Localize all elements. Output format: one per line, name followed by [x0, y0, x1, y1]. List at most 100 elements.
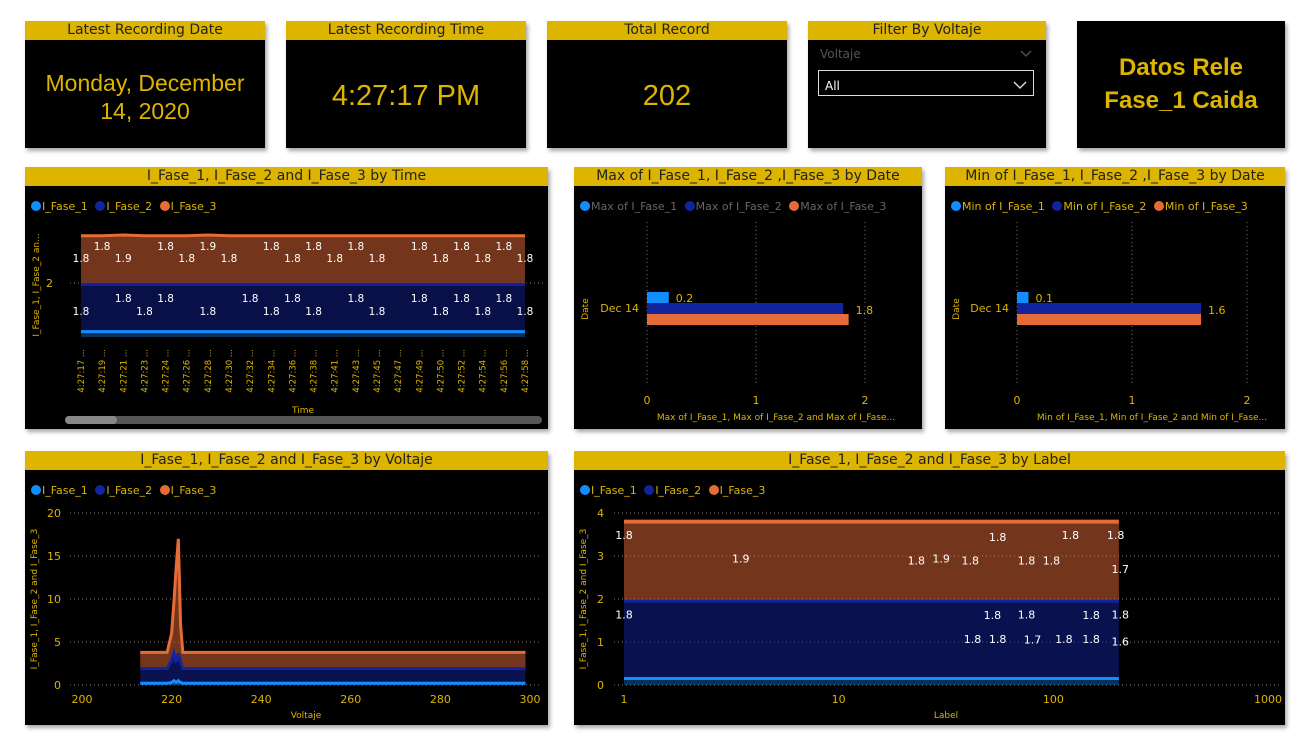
data-label: 1.8 — [411, 241, 428, 253]
x-tick-label: 2 — [862, 394, 869, 407]
kpi-card-time: Latest Recording Time 4:27:17 PM — [286, 21, 526, 148]
legend-dot-icon — [684, 201, 695, 211]
data-label: 1.8 — [1018, 555, 1036, 568]
x-tick-label: 200 — [72, 693, 93, 706]
area-fase2 — [140, 653, 526, 684]
legend-label-fase3: I_Fase_3 — [719, 484, 766, 497]
data-label: 1.8 — [115, 293, 132, 305]
legend-label-max2: Max of I_Fase_2 — [695, 200, 782, 213]
chart-min-plot: 0 1 2 0.1 1.6 Dec 14 Date Min of I_Fase_1, Min … — [952, 222, 1267, 423]
data-label: 1.8 — [989, 531, 1007, 544]
series-line-I_Fase_3 — [81, 233, 525, 238]
data-label: 1.8 — [200, 306, 217, 318]
data-label: 1.8 — [984, 609, 1002, 622]
legend-dot-icon — [1153, 201, 1164, 211]
kpi-time-value: 4:27:17 PM — [331, 80, 481, 112]
y-tick-label: 1 — [597, 636, 604, 649]
filter-title: Filter By Voltaje — [808, 21, 1046, 40]
chart-max-title: Max of I_Fase_1, I_Fase_2 ,I_Fase_3 by D… — [574, 167, 922, 186]
x-tick-label: 4:27:43 ... — [352, 349, 362, 393]
scrollbar-thumb[interactable] — [65, 416, 117, 424]
area-fase2 — [81, 284, 525, 332]
voltaje-filter-slicer: Filter By Voltaje Voltaje All — [808, 21, 1046, 148]
data-label: 1.8 — [369, 253, 386, 265]
kpi-date-title: Latest Recording Date — [25, 21, 265, 40]
chart-by-voltaje: I_Fase_1, I_Fase_2 and I_Fase_3 by Volta… — [25, 451, 548, 725]
kpi-date-value-line2: 14, 2020 — [100, 98, 190, 124]
x-axis-label: Voltaje — [291, 711, 322, 721]
data-label: 1.8 — [1062, 529, 1080, 542]
legend-label-min2: Min of I_Fase_2 — [1063, 200, 1147, 213]
data-label: 1.8 — [1107, 529, 1125, 542]
data-label: 1.8 — [432, 253, 449, 265]
data-label: 1.8 — [856, 304, 874, 317]
data-label: 1.8 — [453, 293, 470, 305]
y-tick-label: 2 — [597, 593, 604, 606]
x-tick-label: 300 — [520, 693, 541, 706]
x-tick-label: 4:27:41 ... — [331, 349, 341, 393]
area-fase3 — [140, 538, 526, 669]
data-label: 1.8 — [157, 241, 174, 253]
chart-max-plot: 0 1 2 0.2 1.8 Dec 14 Date Max of I_Fase_1, Max … — [581, 222, 895, 423]
voltaje-dropdown-value: All — [825, 79, 840, 93]
chevron-down-icon — [1013, 71, 1027, 101]
data-label: 1.8 — [348, 241, 365, 253]
x-tick-label: 2 — [1244, 394, 1251, 407]
chart-time-plot: 2 I_Fase_1, I_Fase_2 an... 4:27:17 ... 4:27… — [32, 233, 545, 416]
data-label: 1.8 — [496, 293, 513, 305]
x-tick-label: 4:27:47 ... — [394, 349, 404, 393]
data-label: 1.8 — [305, 241, 322, 253]
y-axis-label: I_Fase_1, I_Fase_2 and I_Fase_3 — [579, 529, 589, 670]
x-tick-label: 4:27:50 ... — [436, 349, 446, 393]
bar-Max of I_Fase_1 — [647, 292, 669, 303]
chart-time-scrollbar[interactable] — [65, 416, 542, 424]
series-line-I_Fase_2 — [140, 647, 526, 671]
chart-min-title: Min of I_Fase_1, I_Fase_2 ,I_Fase_3 by D… — [945, 167, 1285, 186]
series-line-I_Fase_1 — [140, 678, 526, 685]
data-label: 1.8 — [615, 529, 633, 542]
x-tick-label: 4:27:23 ... — [140, 349, 150, 393]
x-axis-label: Min of I_Fase_1, Min of I_Fase_2 and Min… — [1037, 413, 1267, 423]
data-label: 1.8 — [369, 306, 386, 318]
legend-label-fase2: I_Fase_2 — [655, 484, 702, 497]
data-label: 1.8 — [348, 293, 365, 305]
data-label: 1.6 — [1208, 304, 1226, 317]
collapse-chevron-icon[interactable] — [1020, 47, 1032, 61]
x-tick-label: 4:27:56 ... — [500, 349, 510, 393]
x-tick-label: 10 — [832, 693, 846, 706]
chart-label-legend: I_Fase_1 I_Fase_2 I_Fase_3 — [580, 484, 769, 497]
data-label: 1.8 — [517, 253, 534, 265]
data-label: 1.8 — [615, 608, 633, 621]
data-label: 1.9 — [932, 552, 950, 565]
chart-label-plot: 0 1 2 3 4 1 10 100 1000 Label I_Fase_1, I_Fase_2 a… — [579, 507, 1282, 721]
x-tick-label: 4:27:58 ... — [521, 349, 531, 393]
data-label: 1.8 — [263, 241, 280, 253]
chart-time-title: I_Fase_1, I_Fase_2 and I_Fase_3 by Time — [25, 167, 548, 186]
legend-dot-icon — [159, 201, 170, 211]
y-tick-label: 10 — [47, 593, 61, 606]
area-fase2 — [624, 601, 1119, 679]
data-label: 1.8 — [989, 633, 1007, 646]
x-tick-label: 4:27:49 ... — [415, 349, 425, 393]
x-tick-label: 4:27:52 ... — [458, 349, 468, 393]
x-tick-label: 4:27:28 ... — [204, 349, 214, 393]
kpi-date-value-line1: Monday, December — [45, 70, 245, 96]
voltaje-dropdown[interactable]: All — [818, 70, 1034, 96]
x-tick-label: 220 — [161, 693, 182, 706]
y-axis-label: Date — [581, 298, 591, 320]
legend-dot-icon — [31, 485, 41, 495]
x-tick-label: 1 — [1129, 394, 1136, 407]
data-label: 1.9 — [732, 552, 750, 565]
bar-Max of I_Fase_2 — [647, 303, 844, 314]
legend-dot-icon — [1052, 201, 1063, 211]
y-axis-label: I_Fase_1, I_Fase_2 and I_Fase_3 — [30, 529, 40, 670]
legend-label-fase2: I_Fase_2 — [106, 200, 153, 213]
legend-dot-icon — [951, 201, 961, 211]
kpi-total-value: 202 — [642, 80, 692, 112]
chart-max-by-date: Max of I_Fase_1, I_Fase_2 ,I_Fase_3 by D… — [574, 167, 922, 429]
chart-label-title: I_Fase_1, I_Fase_2 and I_Fase_3 by Label — [574, 451, 1285, 470]
y-axis-label: Date — [952, 298, 962, 320]
x-tick-label: 1000 — [1254, 693, 1282, 706]
x-tick-label: 0 — [1014, 394, 1021, 407]
data-label: 1.8 — [73, 253, 90, 265]
